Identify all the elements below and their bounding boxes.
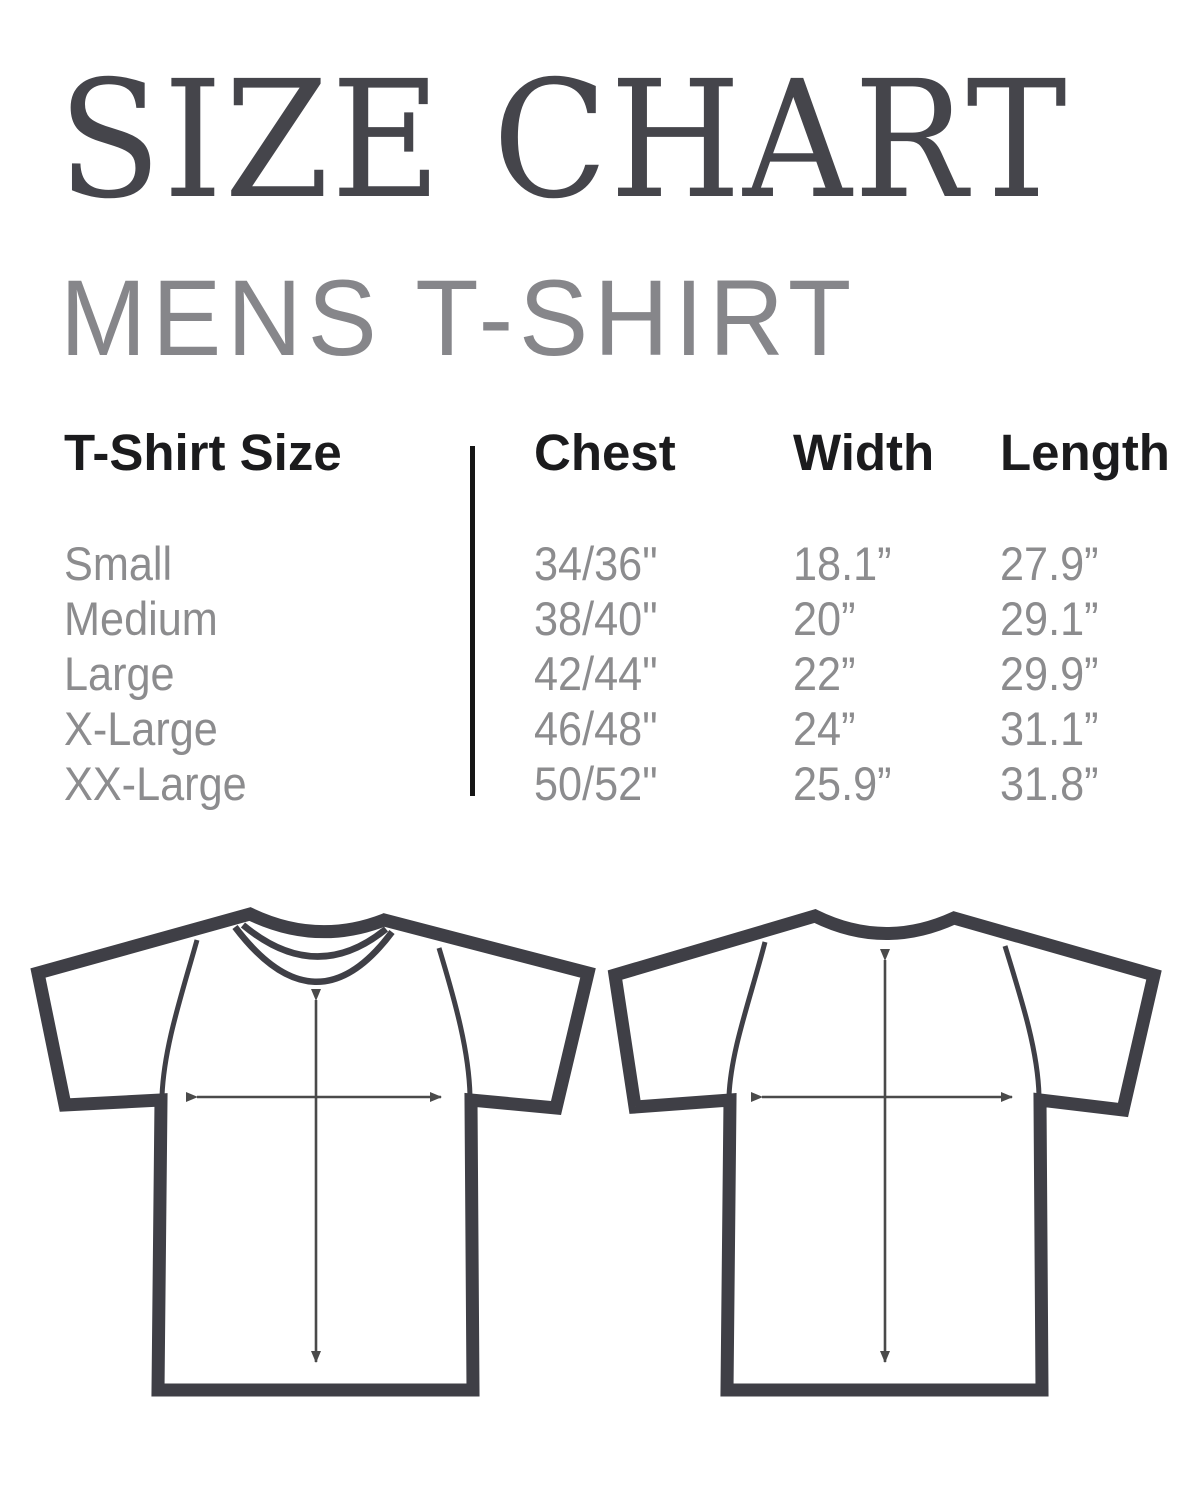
back-armhole-seam-right [1002, 945, 1042, 1097]
size-cell: Small [64, 537, 173, 590]
front-armhole-seam-left [159, 939, 200, 1097]
width-cell: 18.1” [793, 537, 892, 590]
width-cell: 22” [793, 647, 856, 700]
table-row: Medium 38/40" 20” 29.1” [0, 591, 1200, 646]
table-divider-line [470, 446, 475, 796]
chest-cell: 34/36" [534, 537, 658, 590]
tshirt-back-outline-icon [607, 909, 1162, 1397]
chest-cell: 42/44" [534, 647, 658, 700]
length-cell: 31.1” [1000, 702, 1099, 755]
table-row: Large 42/44" 22” 29.9” [0, 646, 1200, 701]
length-cell: 29.9” [1000, 647, 1099, 700]
size-cell: Medium [64, 592, 218, 645]
size-cell: X-Large [64, 702, 218, 755]
column-header-size: T-Shirt Size [64, 424, 342, 481]
width-cell: 20” [793, 592, 856, 645]
column-header-length: Length [1000, 424, 1170, 481]
tshirt-front-outline-icon [30, 907, 596, 1397]
front-body-outline [30, 907, 596, 1397]
front-armhole-seam-right [436, 947, 473, 1097]
front-collar-arc-upper [240, 922, 389, 960]
column-header-chest: Chest [534, 424, 676, 481]
length-cell: 31.8” [1000, 757, 1099, 810]
chest-cell: 46/48" [534, 702, 658, 755]
page-subtitle: MENS T-SHIRT [60, 257, 857, 378]
front-collar-arc-lower [232, 925, 395, 985]
table-row: X-Large 46/48" 24” 31.1” [0, 701, 1200, 756]
length-cell: 29.1” [1000, 592, 1099, 645]
size-cell: Large [64, 647, 175, 700]
table-row: Small 34/36" 18.1” 27.9” [0, 536, 1200, 591]
back-armhole-seam-left [726, 941, 768, 1097]
size-cell: XX-Large [64, 757, 247, 810]
page-title: SIZE CHART [58, 47, 1069, 235]
length-cell: 27.9” [1000, 537, 1099, 590]
table-row: XX-Large 50/52" 25.9” 31.8” [0, 756, 1200, 811]
chest-cell: 50/52" [534, 757, 658, 810]
width-cell: 24” [793, 702, 856, 755]
width-cell: 25.9” [793, 757, 892, 810]
column-header-width: Width [793, 424, 935, 481]
chest-cell: 38/40" [534, 592, 658, 645]
